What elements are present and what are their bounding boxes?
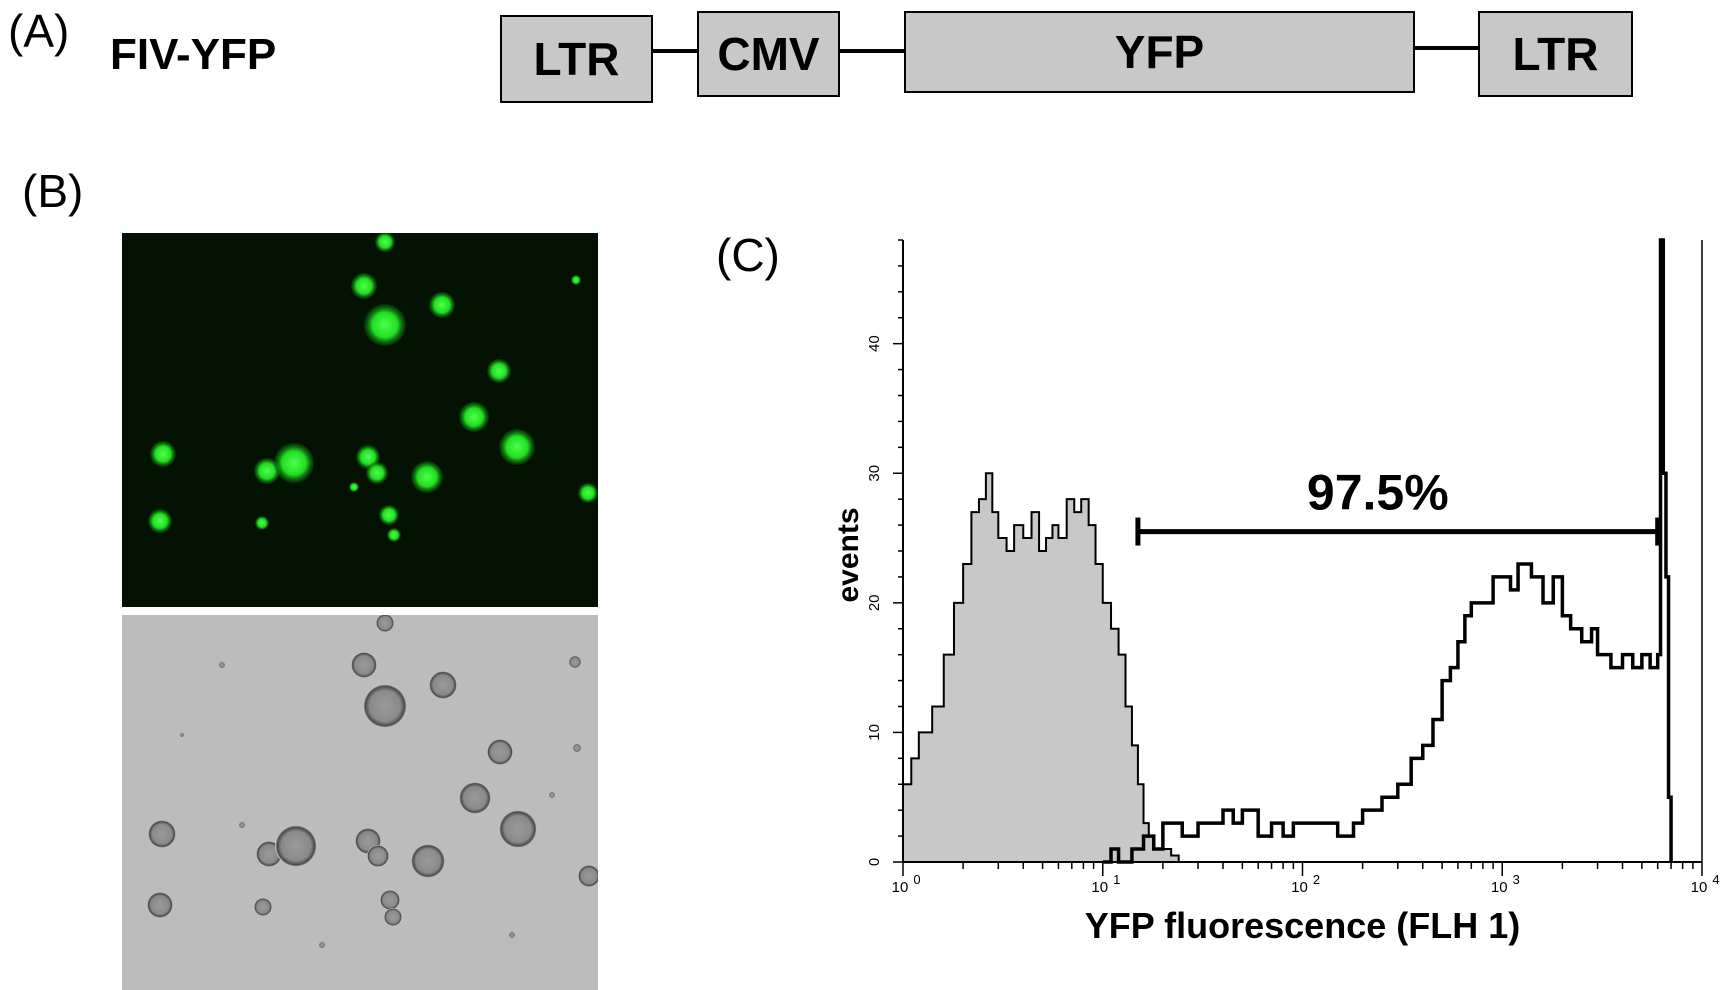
x-tick-label: 10 — [1091, 879, 1108, 896]
gate-marker — [1135, 517, 1661, 546]
construct-element-yfp: YFP — [904, 11, 1415, 93]
x-tick-exponent: 3 — [1513, 872, 1520, 887]
histogram-series-positive-line — [1102, 238, 1673, 864]
panel-label-c: (C) — [716, 229, 780, 281]
y-tick-label: 0 — [866, 858, 883, 866]
x-tick-exponent: 4 — [1712, 872, 1719, 887]
panel-label-a: (A) — [8, 5, 70, 57]
connector-line — [1414, 46, 1479, 50]
panel-label-b: (B) — [22, 165, 84, 217]
connector-line — [652, 49, 697, 53]
x-tick-exponent: 0 — [913, 872, 920, 887]
x-axis-label: YFP fluorescence (FLH 1) — [1085, 905, 1520, 946]
histogram-series-negative-fill — [903, 473, 1179, 862]
y-tick-label: 10 — [866, 724, 883, 741]
construct-element-ltr-3prime: LTR — [1478, 11, 1633, 97]
construct-element-cmv: CMV — [697, 11, 840, 97]
gate-percentage-label: 97.5% — [1307, 465, 1449, 521]
construct-element-ltr-5prime: LTR — [500, 15, 653, 103]
y-axis-ticks: 0 10 20 30 40 — [866, 239, 903, 866]
y-tick-label: 30 — [866, 465, 883, 482]
x-tick-exponent: 2 — [1313, 872, 1320, 887]
x-tick-label: 10 — [1491, 879, 1508, 896]
brightfield-micrograph — [122, 615, 598, 990]
x-tick-exponent: 1 — [1113, 872, 1120, 887]
connector-line — [839, 49, 904, 53]
y-axis-label: events — [832, 507, 865, 602]
x-tick-label: 10 — [1691, 879, 1708, 896]
x-axis-ticks: 10 0 10 1 10 2 10 3 10 4 — [892, 862, 1720, 896]
brightfield-cells — [147, 615, 598, 948]
y-tick-label: 40 — [866, 335, 883, 352]
fluorescence-cells — [148, 233, 598, 542]
x-tick-label: 10 — [1291, 879, 1308, 896]
fluorescence-micrograph — [122, 233, 598, 607]
construct-name: FIV-YFP — [110, 30, 277, 79]
x-tick-label: 10 — [892, 879, 909, 896]
histogram-series-negative-line — [903, 472, 1180, 862]
y-tick-label: 20 — [866, 594, 883, 611]
